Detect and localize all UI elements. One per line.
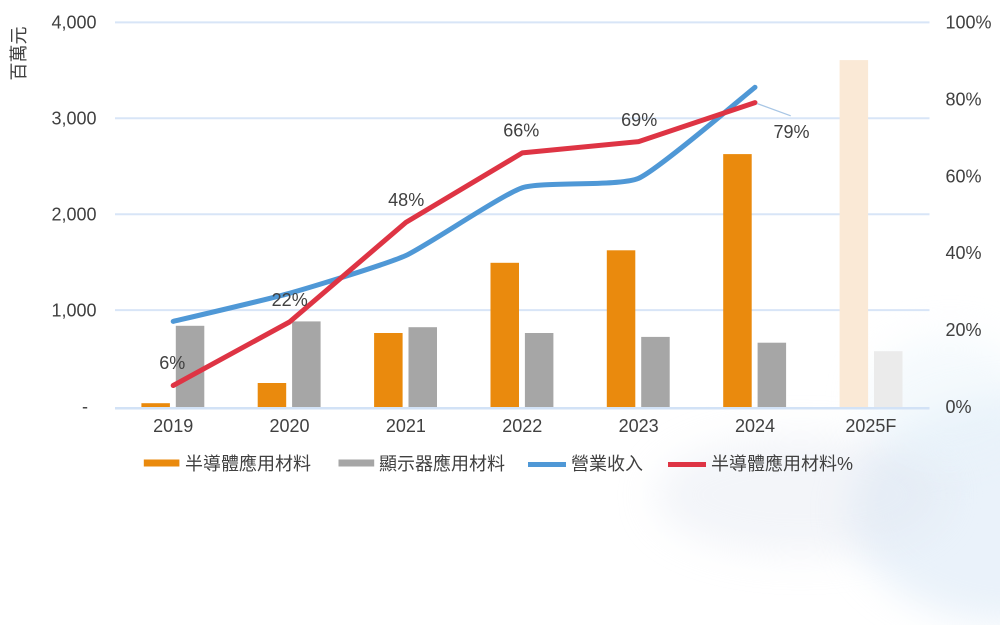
svg-text:100%: 100% <box>946 13 992 33</box>
svg-text:2025F: 2025F <box>845 416 896 436</box>
svg-text:2020: 2020 <box>269 416 309 436</box>
svg-text:半導體應用材料%: 半導體應用材料% <box>711 453 853 474</box>
svg-text:0%: 0% <box>946 397 972 417</box>
svg-text:66%: 66% <box>503 121 539 141</box>
svg-text:顯示器應用材料: 顯示器應用材料 <box>379 453 505 474</box>
svg-text:2019: 2019 <box>153 416 193 436</box>
svg-text:2023: 2023 <box>619 416 659 436</box>
svg-text:6%: 6% <box>159 353 185 373</box>
svg-text:60%: 60% <box>946 166 982 186</box>
svg-text:4,000: 4,000 <box>51 13 96 33</box>
svg-text:1,000: 1,000 <box>51 300 96 320</box>
svg-text:22%: 22% <box>272 290 308 310</box>
svg-text:69%: 69% <box>621 110 657 130</box>
svg-text:79%: 79% <box>773 122 809 142</box>
svg-text:-: - <box>82 396 88 416</box>
svg-text:百萬元: 百萬元 <box>9 27 29 81</box>
svg-text:2022: 2022 <box>502 416 542 436</box>
svg-text:48%: 48% <box>388 190 424 210</box>
svg-text:20%: 20% <box>946 320 982 340</box>
svg-text:3,000: 3,000 <box>51 109 96 129</box>
svg-text:2,000: 2,000 <box>51 205 96 225</box>
svg-text:2024: 2024 <box>735 416 775 436</box>
svg-text:2021: 2021 <box>386 416 426 436</box>
svg-text:40%: 40% <box>946 243 982 263</box>
svg-text:80%: 80% <box>946 89 982 109</box>
svg-text:營業收入: 營業收入 <box>571 454 643 474</box>
svg-text:半導體應用材料: 半導體應用材料 <box>185 453 311 474</box>
